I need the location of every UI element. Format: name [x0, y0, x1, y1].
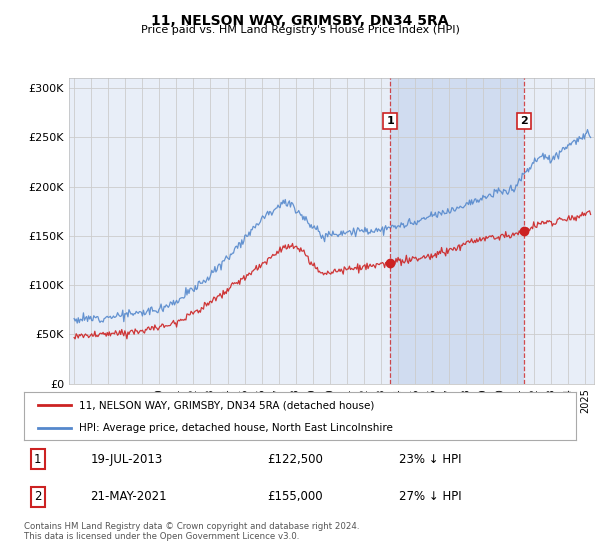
- Text: 1: 1: [34, 452, 41, 465]
- Text: £155,000: £155,000: [267, 491, 323, 503]
- Text: 11, NELSON WAY, GRIMSBY, DN34 5RA (detached house): 11, NELSON WAY, GRIMSBY, DN34 5RA (detac…: [79, 400, 374, 410]
- Text: 2: 2: [520, 116, 527, 126]
- Text: 2: 2: [34, 491, 41, 503]
- Text: 21-MAY-2021: 21-MAY-2021: [90, 491, 167, 503]
- Text: 11, NELSON WAY, GRIMSBY, DN34 5RA: 11, NELSON WAY, GRIMSBY, DN34 5RA: [151, 14, 449, 28]
- Text: 19-JUL-2013: 19-JUL-2013: [90, 452, 163, 465]
- Text: £122,500: £122,500: [267, 452, 323, 465]
- Text: Price paid vs. HM Land Registry's House Price Index (HPI): Price paid vs. HM Land Registry's House …: [140, 25, 460, 35]
- Text: 23% ↓ HPI: 23% ↓ HPI: [400, 452, 462, 465]
- Text: Contains HM Land Registry data © Crown copyright and database right 2024.
This d: Contains HM Land Registry data © Crown c…: [24, 522, 359, 542]
- Text: 27% ↓ HPI: 27% ↓ HPI: [400, 491, 462, 503]
- Bar: [390, 78, 524, 384]
- Text: 1: 1: [386, 116, 394, 126]
- Text: HPI: Average price, detached house, North East Lincolnshire: HPI: Average price, detached house, Nort…: [79, 423, 393, 433]
